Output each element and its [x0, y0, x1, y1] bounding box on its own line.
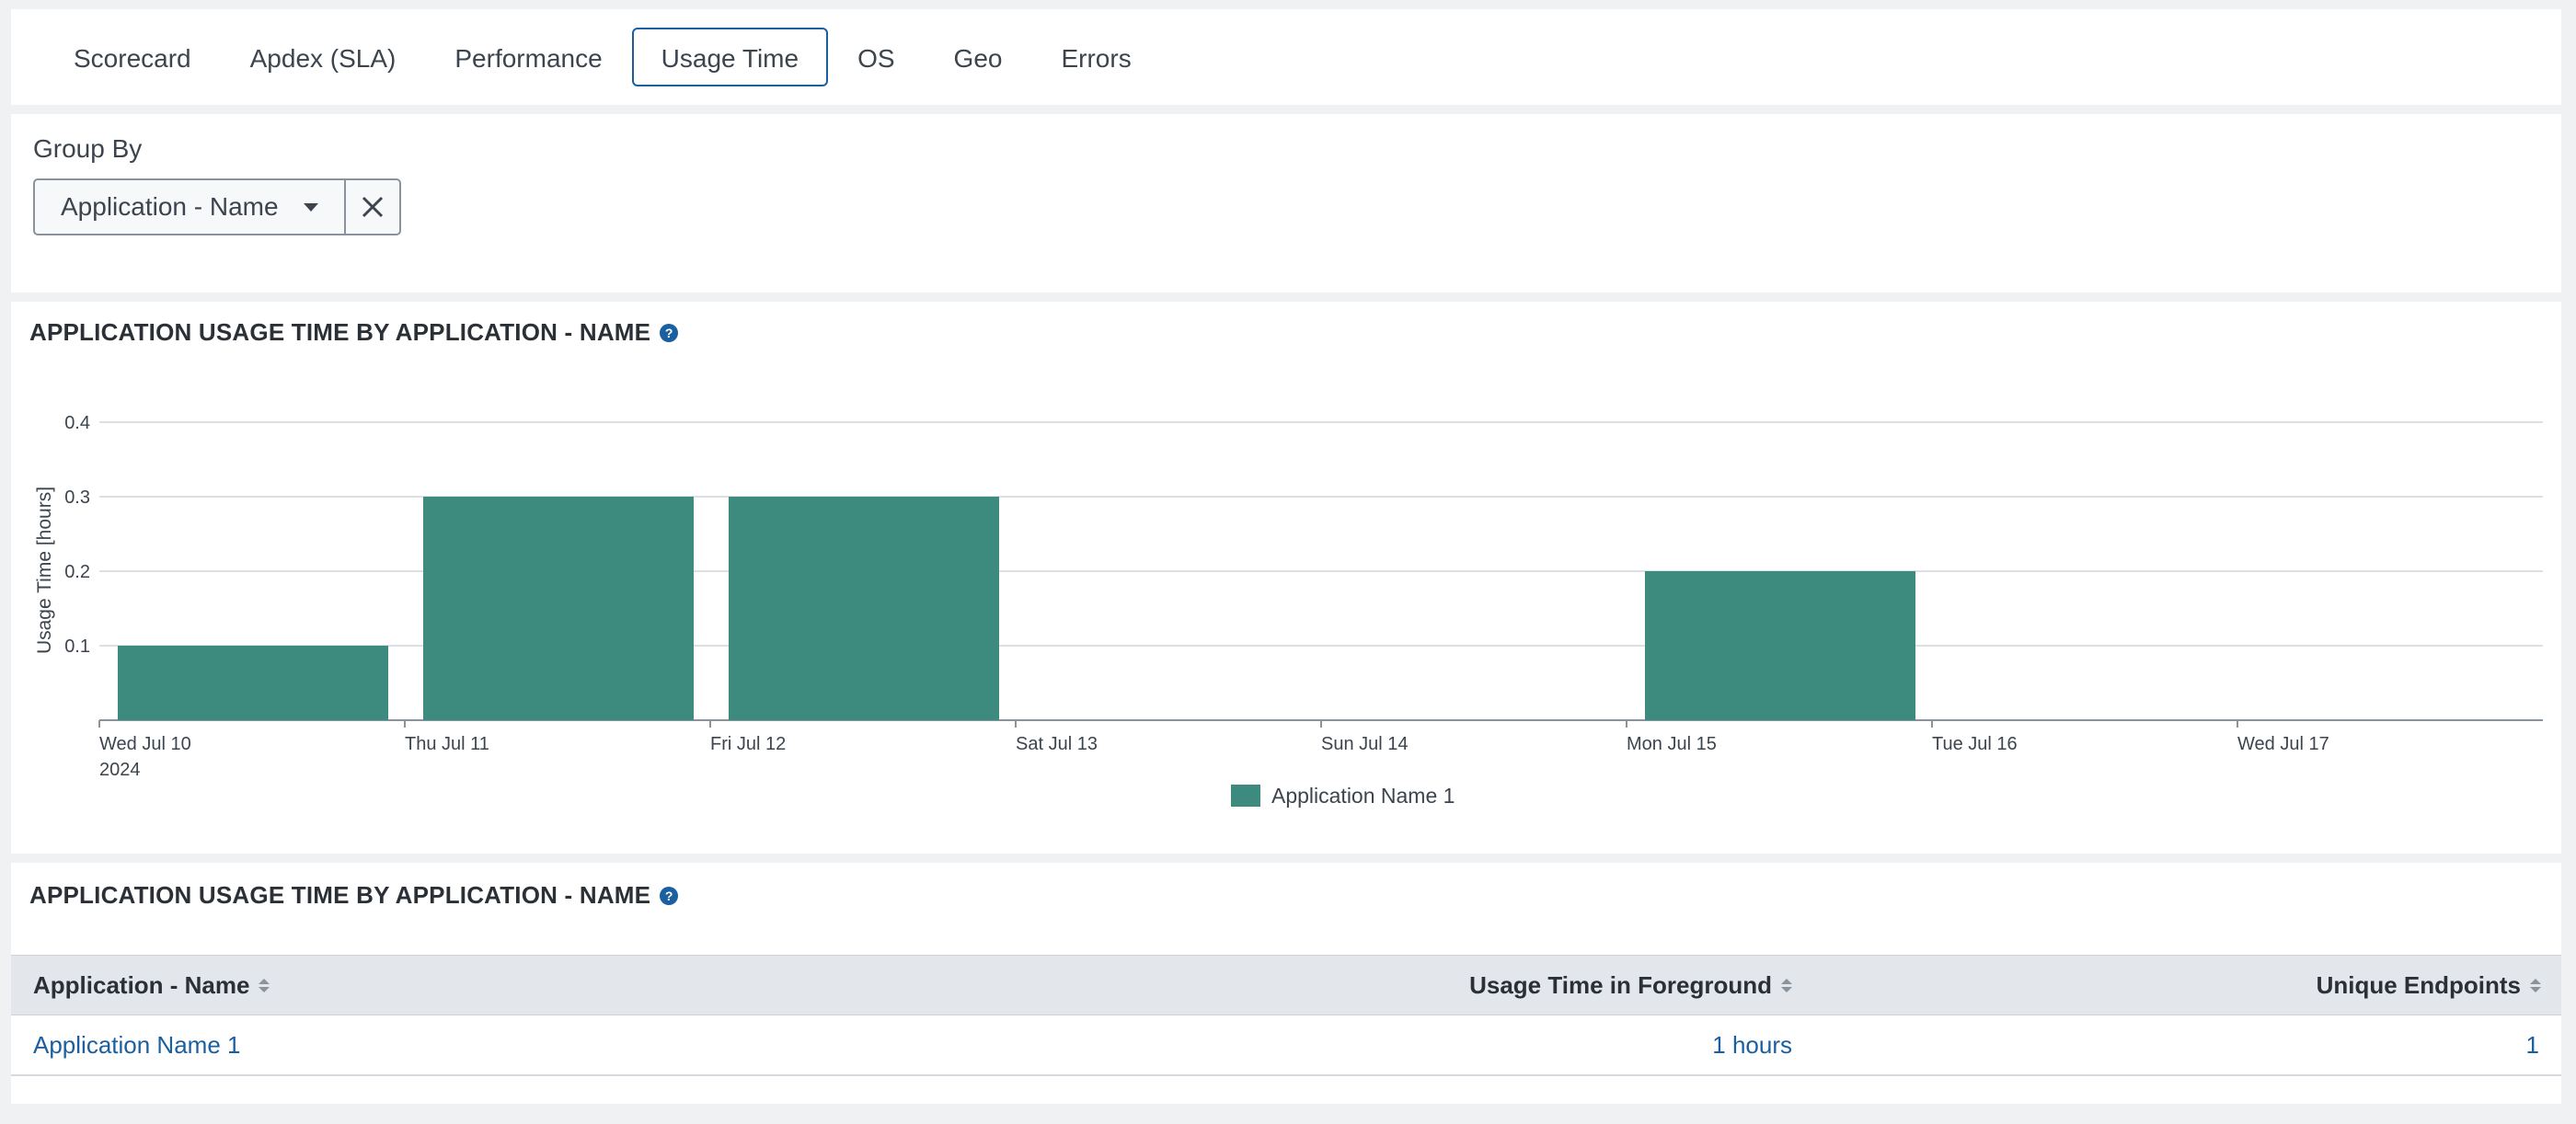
sort-icon: [259, 978, 270, 992]
x-tick-label: Wed Jul 10: [99, 734, 191, 754]
sort-icon: [1781, 978, 1792, 992]
usage-time-chart: 0.1 0.2 0.3 0.4 Usage Time [hours] Wed Jul 10…: [34, 413, 2543, 808]
tab-apdex-sla[interactable]: Apdex (SLA): [249, 44, 397, 73]
tab-bar: Scorecard Apdex (SLA) Performance Usage …: [11, 9, 2561, 105]
clear-group-by-button[interactable]: [344, 178, 401, 235]
usage-chart-panel: 0.1 0.2 0.3 0.4 Usage Time [hours] Wed Jul 10…: [11, 302, 2561, 854]
group-by-panel: Group By Application - Name: [11, 114, 2561, 292]
group-by-selected-value: Application - Name: [61, 192, 279, 221]
y-tick-label: 0.2: [64, 562, 90, 582]
y-axis-label: Usage Time [hours]: [34, 487, 55, 654]
unique-endpoints-link[interactable]: 1: [2525, 1030, 2539, 1059]
column-header-unique-endpoints[interactable]: Unique Endpoints: [2317, 956, 2541, 1015]
tab-usage-time[interactable]: Usage Time: [631, 28, 829, 86]
usage-time-link[interactable]: 1 hours: [1712, 1030, 1792, 1059]
column-header-usage-time[interactable]: Usage Time in Foreground: [1469, 956, 1792, 1015]
x-tick-label: Fri Jul 12: [710, 734, 786, 754]
tab-errors[interactable]: Errors: [1061, 44, 1132, 73]
usage-table-panel: APPLICATION USAGE TIME BY APPLICATION - …: [11, 863, 2561, 1104]
column-header-label: Application - Name: [33, 970, 250, 999]
close-icon: [362, 196, 384, 218]
x-year-label: 2024: [99, 760, 141, 780]
column-header-label: Unique Endpoints: [2316, 970, 2521, 999]
tab-os[interactable]: OS: [857, 44, 895, 73]
table-row: Application Name 1 1 hours 1: [11, 1015, 2561, 1076]
column-header-application-name[interactable]: Application - Name: [33, 956, 270, 1015]
chart-title: APPLICATION USAGE TIME BY APPLICATION - …: [29, 318, 651, 346]
y-tick-label: 0.4: [64, 413, 90, 433]
x-tick-label: Wed Jul 17: [2237, 734, 2329, 754]
tabs: Scorecard Apdex (SLA) Performance Usage …: [44, 28, 1161, 86]
x-tick-label: Thu Jul 11: [405, 734, 489, 754]
table-header: Application - Name Usage Time in Foregro…: [11, 955, 2561, 1015]
group-by-label: Group By: [33, 134, 143, 163]
x-tick-label: Sun Jul 14: [1321, 734, 1409, 754]
y-tick-label: 0.3: [64, 487, 90, 508]
y-tick-label: 0.1: [64, 637, 90, 657]
usage-table: Application - Name Usage Time in Foregro…: [11, 955, 2561, 1076]
bar: [1645, 571, 1915, 720]
tab-performance[interactable]: Performance: [454, 44, 603, 73]
x-tick-label: Sat Jul 13: [1016, 734, 1098, 754]
application-name-link[interactable]: Application Name 1: [33, 1030, 241, 1059]
sort-icon: [2530, 978, 2541, 992]
chevron-down-icon: [304, 202, 318, 212]
group-by-select[interactable]: Application - Name: [33, 178, 344, 235]
bar: [423, 497, 694, 720]
bar: [729, 497, 999, 720]
help-icon[interactable]: ?: [660, 323, 679, 342]
group-by-control: Application - Name: [33, 178, 401, 235]
legend-swatch: [1231, 785, 1260, 807]
legend-label: Application Name 1: [1271, 784, 1455, 808]
x-tick-label: Mon Jul 15: [1627, 734, 1717, 754]
chart-panel-title: APPLICATION USAGE TIME BY APPLICATION - …: [29, 318, 679, 347]
tab-scorecard[interactable]: Scorecard: [74, 44, 191, 73]
column-header-label: Usage Time in Foreground: [1469, 970, 1772, 999]
table-panel-title: APPLICATION USAGE TIME BY APPLICATION - …: [29, 881, 679, 910]
table-title: APPLICATION USAGE TIME BY APPLICATION - …: [29, 881, 651, 909]
help-icon[interactable]: ?: [660, 886, 679, 905]
x-tick-label: Tue Jul 16: [1932, 734, 2018, 754]
bar: [118, 646, 388, 720]
tab-geo[interactable]: Geo: [953, 44, 1003, 73]
